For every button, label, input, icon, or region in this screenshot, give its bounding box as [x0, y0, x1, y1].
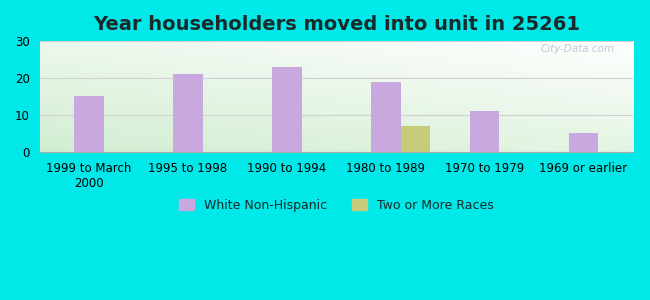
- Bar: [371, 82, 400, 152]
- Text: City-Data.com: City-Data.com: [541, 44, 615, 54]
- Bar: [74, 97, 104, 152]
- Title: Year householders moved into unit in 25261: Year householders moved into unit in 252…: [93, 15, 580, 34]
- Bar: [569, 134, 598, 152]
- Legend: White Non-Hispanic, Two or More Races: White Non-Hispanic, Two or More Races: [174, 194, 499, 217]
- Bar: [470, 111, 499, 152]
- Bar: [173, 74, 203, 152]
- Bar: [272, 67, 302, 152]
- Bar: [400, 126, 430, 152]
